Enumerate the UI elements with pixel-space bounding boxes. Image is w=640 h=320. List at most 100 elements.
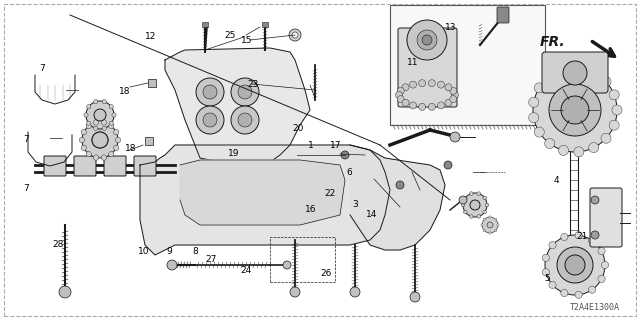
Circle shape <box>438 102 445 109</box>
Circle shape <box>231 106 259 134</box>
Circle shape <box>445 84 452 91</box>
Circle shape <box>292 32 298 38</box>
Bar <box>202 22 208 27</box>
Text: 5: 5 <box>545 274 550 283</box>
Circle shape <box>115 137 121 143</box>
Circle shape <box>238 113 252 127</box>
Bar <box>262 22 268 27</box>
Circle shape <box>477 192 481 196</box>
Circle shape <box>109 151 114 157</box>
Circle shape <box>109 105 113 109</box>
Circle shape <box>487 222 493 228</box>
Circle shape <box>588 286 596 293</box>
Circle shape <box>483 218 486 220</box>
Circle shape <box>612 105 622 115</box>
Text: 7: 7 <box>39 64 44 73</box>
FancyBboxPatch shape <box>542 52 608 93</box>
Polygon shape <box>350 145 445 250</box>
Text: 4: 4 <box>554 176 559 185</box>
Circle shape <box>86 101 114 129</box>
Circle shape <box>92 132 108 148</box>
Circle shape <box>485 203 489 207</box>
Circle shape <box>419 103 426 110</box>
Circle shape <box>545 139 555 148</box>
FancyBboxPatch shape <box>134 156 156 176</box>
Circle shape <box>79 137 84 143</box>
Circle shape <box>545 235 605 295</box>
Circle shape <box>102 126 106 131</box>
Circle shape <box>93 120 99 125</box>
Text: 22: 22 <box>324 189 335 198</box>
Circle shape <box>101 155 107 160</box>
Circle shape <box>410 102 417 109</box>
Circle shape <box>545 71 555 82</box>
Circle shape <box>450 96 457 103</box>
Text: 23: 23 <box>247 80 259 89</box>
Circle shape <box>574 147 584 157</box>
FancyBboxPatch shape <box>398 28 457 107</box>
Circle shape <box>489 216 492 218</box>
Circle shape <box>396 92 403 99</box>
Circle shape <box>92 132 108 148</box>
Text: 25: 25 <box>225 31 236 40</box>
Circle shape <box>495 229 497 232</box>
Circle shape <box>86 121 91 125</box>
Circle shape <box>461 203 465 207</box>
Circle shape <box>598 247 605 255</box>
FancyBboxPatch shape <box>74 156 96 176</box>
Circle shape <box>93 155 99 160</box>
Circle shape <box>463 196 467 200</box>
Circle shape <box>81 130 86 135</box>
Circle shape <box>559 145 568 156</box>
Circle shape <box>482 217 498 233</box>
Circle shape <box>589 68 599 77</box>
Text: 17: 17 <box>330 141 342 150</box>
Text: 16: 16 <box>305 205 316 214</box>
Circle shape <box>341 151 349 159</box>
Circle shape <box>483 196 486 200</box>
Circle shape <box>283 261 291 269</box>
Circle shape <box>483 229 486 232</box>
Circle shape <box>350 287 360 297</box>
Circle shape <box>565 255 585 275</box>
Text: 7: 7 <box>23 135 28 144</box>
Circle shape <box>203 113 217 127</box>
Circle shape <box>82 122 118 158</box>
Circle shape <box>113 130 119 135</box>
Text: 9: 9 <box>167 247 172 256</box>
Circle shape <box>557 247 593 283</box>
Bar <box>148 79 156 87</box>
Text: 1: 1 <box>308 141 313 150</box>
Circle shape <box>397 87 404 94</box>
Circle shape <box>86 123 92 129</box>
Circle shape <box>397 96 404 103</box>
Circle shape <box>238 85 252 99</box>
Text: 24: 24 <box>241 266 252 275</box>
Text: FR.: FR. <box>540 35 565 49</box>
Circle shape <box>109 123 114 129</box>
Circle shape <box>495 218 497 220</box>
Circle shape <box>542 268 550 276</box>
Circle shape <box>167 260 177 270</box>
Circle shape <box>428 103 435 110</box>
Circle shape <box>529 113 539 123</box>
Circle shape <box>410 81 417 88</box>
Circle shape <box>450 132 460 142</box>
Circle shape <box>609 90 620 100</box>
Circle shape <box>529 97 539 107</box>
FancyBboxPatch shape <box>497 7 509 23</box>
Circle shape <box>549 242 556 249</box>
Circle shape <box>549 84 601 136</box>
Circle shape <box>489 232 492 234</box>
Circle shape <box>289 29 301 41</box>
Circle shape <box>203 85 217 99</box>
Circle shape <box>402 99 409 106</box>
Text: 7: 7 <box>23 184 28 193</box>
Circle shape <box>451 92 458 99</box>
Circle shape <box>561 233 568 241</box>
Circle shape <box>575 291 582 298</box>
Circle shape <box>463 210 467 214</box>
Circle shape <box>417 30 437 50</box>
Circle shape <box>602 261 609 268</box>
Circle shape <box>445 99 452 106</box>
